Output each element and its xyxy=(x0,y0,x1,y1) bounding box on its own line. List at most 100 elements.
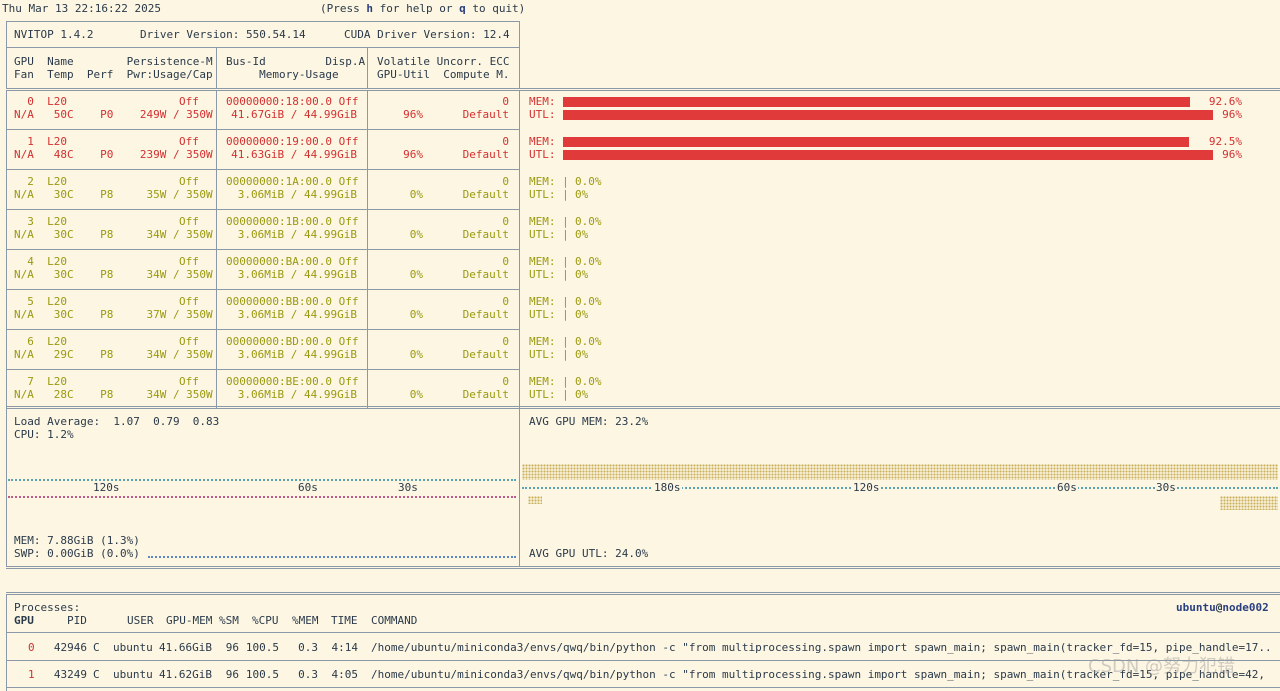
gpu-utl-bar-label: UTL: | xyxy=(529,348,569,361)
host-tick-30s: 30s xyxy=(397,481,419,494)
proc-col-cpu: %CPU xyxy=(252,614,279,627)
gpu-utl-percent: 0% xyxy=(575,188,589,201)
proc-col-gpumem: GPU-MEM xyxy=(166,614,213,627)
gpu-tick-120s: 120s xyxy=(852,481,881,494)
proc-pid: 42946 xyxy=(53,641,87,654)
gpu-table-bottom-border xyxy=(6,406,1280,409)
proc-time: 4:05 xyxy=(331,668,359,681)
gpu-fan-temp-perf-power: N/A 29C P8 34W / 350W xyxy=(14,348,213,361)
gpu-ecc: 0 xyxy=(502,95,509,108)
proc-pid: 43249 xyxy=(53,668,87,681)
gpu-memory-usage: 41.63GiB / 44.99GiB xyxy=(231,148,357,161)
gpu-mem-percent: 92.5% xyxy=(1208,135,1242,148)
gpu-fan-temp-perf-power: N/A 50C P0 249W / 350W xyxy=(14,108,213,121)
proc-sm: 96 xyxy=(225,668,239,681)
gpu-persistence: Off xyxy=(179,135,199,148)
header-col1-line1: GPU Name Persistence-M xyxy=(14,55,213,68)
proc-cpu: 100.5 xyxy=(245,641,279,654)
host-left-border xyxy=(6,409,7,567)
gpu-mem-bar xyxy=(563,97,1190,107)
host-tick-120s: 120s xyxy=(92,481,121,494)
proc-col-time: TIME xyxy=(331,614,358,627)
gpu-bus-id: 00000000:1A:00.0 Off xyxy=(226,175,359,188)
gpu-index-name: 7 L20 xyxy=(14,375,67,388)
gpu-persistence: Off xyxy=(179,215,199,228)
gpu-row-divider xyxy=(6,369,520,370)
header-col3-line1: Volatile Uncorr. ECC xyxy=(377,55,510,68)
nvitop-version: NVITOP 1.4.2 xyxy=(14,28,94,41)
gpu-util: 0% xyxy=(409,388,423,401)
clock-text: Thu Mar 13 22:16:22 2025 xyxy=(2,2,161,15)
gpu-index-name: 2 L20 xyxy=(14,175,67,188)
host-mem: MEM: 7.88GiB (1.3%) xyxy=(14,534,140,547)
gpu-index-name: 1 L20 xyxy=(14,135,67,148)
gpu-util: 0% xyxy=(409,348,423,361)
gpu-ecc: 0 xyxy=(502,215,509,228)
gpu-mem-bar-label: MEM: xyxy=(529,95,556,108)
gpu-util: 96% xyxy=(403,148,423,161)
proc-user: ubuntu xyxy=(113,668,153,681)
gpu-utl-bar-label: UTL: xyxy=(529,108,556,121)
gpu-row-divider xyxy=(6,129,520,130)
proc-gpu: 0 xyxy=(28,641,35,654)
help-prefix: (Press xyxy=(320,2,367,15)
gpu-row-divider xyxy=(6,289,520,290)
gpu-mem-bar-label: MEM: | xyxy=(529,175,569,188)
gpu-fan-temp-perf-power: N/A 30C P8 37W / 350W xyxy=(14,308,213,321)
header-col-sep-1 xyxy=(216,47,217,89)
gpu-memory-usage: 3.06MiB / 44.99GiB xyxy=(237,188,357,201)
gpu-row-divider xyxy=(6,329,520,330)
gpu-persistence: Off xyxy=(179,335,199,348)
avg-gpu-mem-history xyxy=(522,464,1278,480)
gpu-mem-percent: 0.0% xyxy=(575,295,602,308)
gpu-bus-id: 00000000:BE:00.0 Off xyxy=(226,375,359,388)
gpu-util: 0% xyxy=(409,268,423,281)
gpu-history-axis xyxy=(522,487,1278,489)
help-key-q[interactable]: q xyxy=(459,2,466,15)
proc-col-command: COMMAND xyxy=(371,614,418,627)
gpu-memory-usage: 3.06MiB / 44.99GiB xyxy=(237,228,357,241)
gpu-utl-percent: 0% xyxy=(575,348,589,361)
gpu-row-divider xyxy=(6,169,520,170)
cpu-history-line xyxy=(8,479,516,481)
user-host: ubuntu@node002 xyxy=(1176,601,1269,614)
proc-col-mem: %MEM xyxy=(292,614,319,627)
watermark: CSDN @努力犯错 xyxy=(1088,656,1236,677)
proc-gpu: 1 xyxy=(28,668,35,681)
proc-command: /home/ubuntu/miniconda3/envs/qwq/bin/pyt… xyxy=(371,668,1266,681)
gpu-ecc: 0 xyxy=(502,375,509,388)
gpu-persistence: Off xyxy=(179,255,199,268)
gpu-index-name: 6 L20 xyxy=(14,335,67,348)
help-mid: for help or xyxy=(372,2,460,15)
avg-gpu-utl-history-right xyxy=(1220,496,1278,510)
swp-history-line xyxy=(148,556,516,558)
gpu-mem-percent: 0.0% xyxy=(575,255,602,268)
gpu-util: 96% xyxy=(403,108,423,121)
header-col-sep-2 xyxy=(367,47,368,89)
gpu-utl-bar xyxy=(563,110,1213,120)
gpu-ecc: 0 xyxy=(502,335,509,348)
proc-mem: 0.3 xyxy=(298,641,318,654)
proc-gpumem: 41.66GiB xyxy=(159,641,212,654)
gpu-bus-id: 00000000:BB:00.0 Off xyxy=(226,295,359,308)
gpu-index-name: 5 L20 xyxy=(14,295,67,308)
gpu-fan-temp-perf-power: N/A 28C P8 34W / 350W xyxy=(14,388,213,401)
gpu-table-top-border xyxy=(6,88,1280,91)
header-col2-line2: Memory-Usage xyxy=(226,68,339,81)
proc-command: /home/ubuntu/miniconda3/envs/qwq/bin/pyt… xyxy=(371,641,1271,654)
proc-user: ubuntu xyxy=(113,641,153,654)
gpu-compute-mode: Default xyxy=(462,268,509,281)
gpu-bus-id: 00000000:19:00.0 Off xyxy=(226,135,359,148)
gpu-utl-bar-label: UTL: | xyxy=(529,228,569,241)
header-col2-line1: Bus-Id Disp.A xyxy=(226,55,366,68)
host-tick-60s: 60s xyxy=(297,481,319,494)
gpu-utl-percent: 96% xyxy=(1222,148,1242,161)
processes-title: Processes: xyxy=(14,601,81,614)
gpu-fan-temp-perf-power: N/A 30C P8 34W / 350W xyxy=(14,268,213,281)
process-row-divider xyxy=(6,687,1280,688)
gpu-fan-temp-perf-power: N/A 30C P8 35W / 350W xyxy=(14,188,213,201)
gpu-utl-bar-label: UTL: | xyxy=(529,308,569,321)
gpu-mem-bar-label: MEM: | xyxy=(529,375,569,388)
gpu-mem-percent: 0.0% xyxy=(575,175,602,188)
help-key-h[interactable]: h xyxy=(366,2,373,15)
